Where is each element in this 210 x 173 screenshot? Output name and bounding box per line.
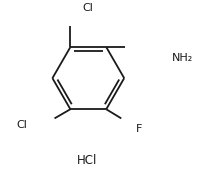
Text: F: F [136, 124, 142, 134]
Text: Cl: Cl [82, 3, 93, 13]
Text: NH₂: NH₂ [172, 53, 193, 63]
Text: HCl: HCl [77, 154, 98, 167]
Text: Cl: Cl [17, 120, 27, 130]
